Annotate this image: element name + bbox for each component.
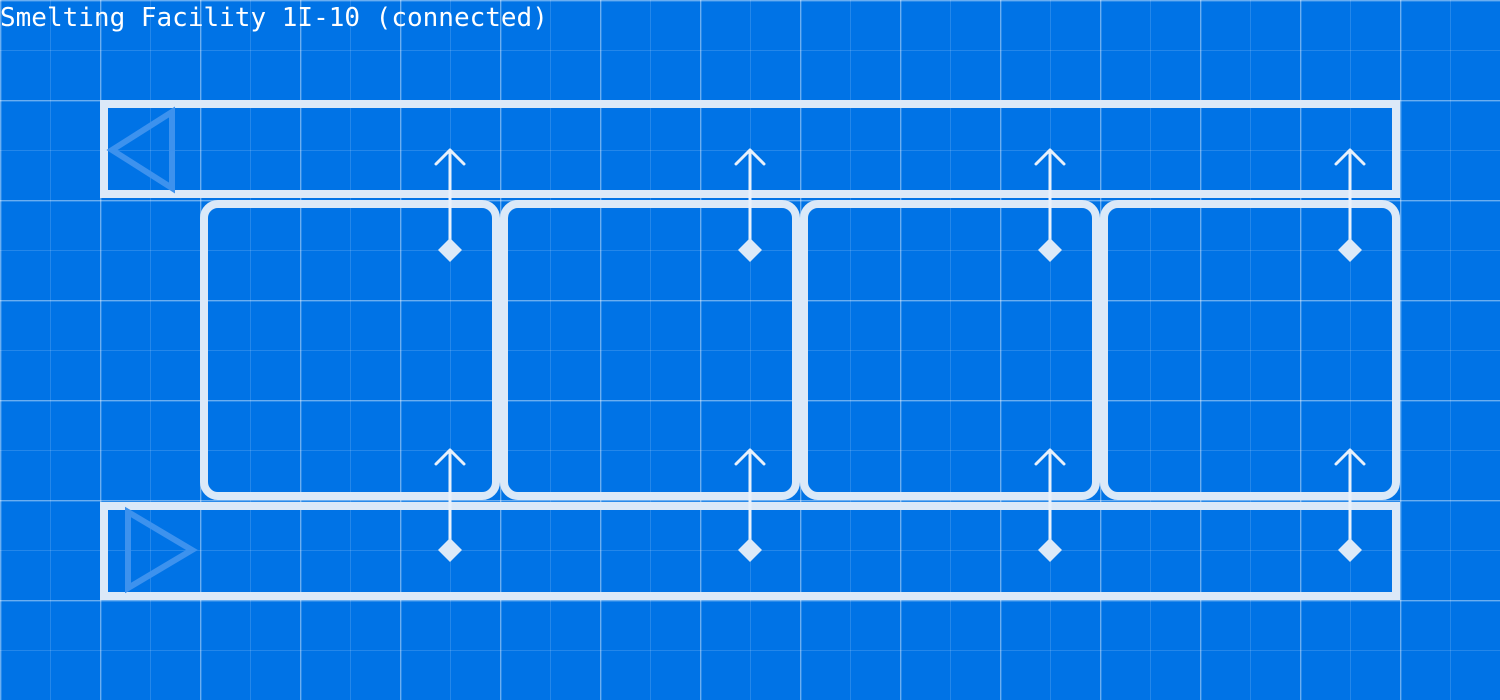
smelter-bay-1[interactable]	[200, 200, 500, 500]
inserter-base-diamond-icon	[1038, 538, 1062, 562]
arrow-up-icon	[1334, 448, 1366, 466]
inserter-base-diamond-icon	[738, 238, 762, 262]
inserter-bay-2-top[interactable]	[734, 148, 766, 262]
inserter-bay-1-top[interactable]	[434, 148, 466, 262]
arrow-up-icon	[734, 448, 766, 466]
inserter-base-diamond-icon	[1338, 538, 1362, 562]
arrow-up-icon	[734, 148, 766, 166]
arrow-up-icon	[434, 448, 466, 466]
facility-title: Smelting Facility 1I-10 (connected)	[0, 3, 548, 33]
belt-direction-right-icon	[125, 506, 198, 594]
inserter-bay-3-top[interactable]	[1034, 148, 1066, 262]
inserter-base-diamond-icon	[738, 538, 762, 562]
arrow-up-icon	[1334, 148, 1366, 166]
inserter-bay-4-top[interactable]	[1334, 148, 1366, 262]
arrow-up-icon	[434, 148, 466, 166]
smelter-bays	[200, 200, 1400, 500]
inserter-bay-4-bottom[interactable]	[1334, 448, 1366, 562]
smelter-bay-4[interactable]	[1100, 200, 1400, 500]
smelter-bay-3[interactable]	[800, 200, 1100, 500]
inserter-base-diamond-icon	[1338, 238, 1362, 262]
inserter-bay-2-bottom[interactable]	[734, 448, 766, 562]
inserter-base-diamond-icon	[1038, 238, 1062, 262]
arrow-up-icon	[1034, 448, 1066, 466]
inserter-base-diamond-icon	[438, 538, 462, 562]
inserter-base-diamond-icon	[438, 238, 462, 262]
arrow-up-icon	[1034, 148, 1066, 166]
belt-direction-left-icon	[106, 106, 175, 194]
smelter-bay-2[interactable]	[500, 200, 800, 500]
inserter-bay-1-bottom[interactable]	[434, 448, 466, 562]
inserter-bay-3-bottom[interactable]	[1034, 448, 1066, 562]
